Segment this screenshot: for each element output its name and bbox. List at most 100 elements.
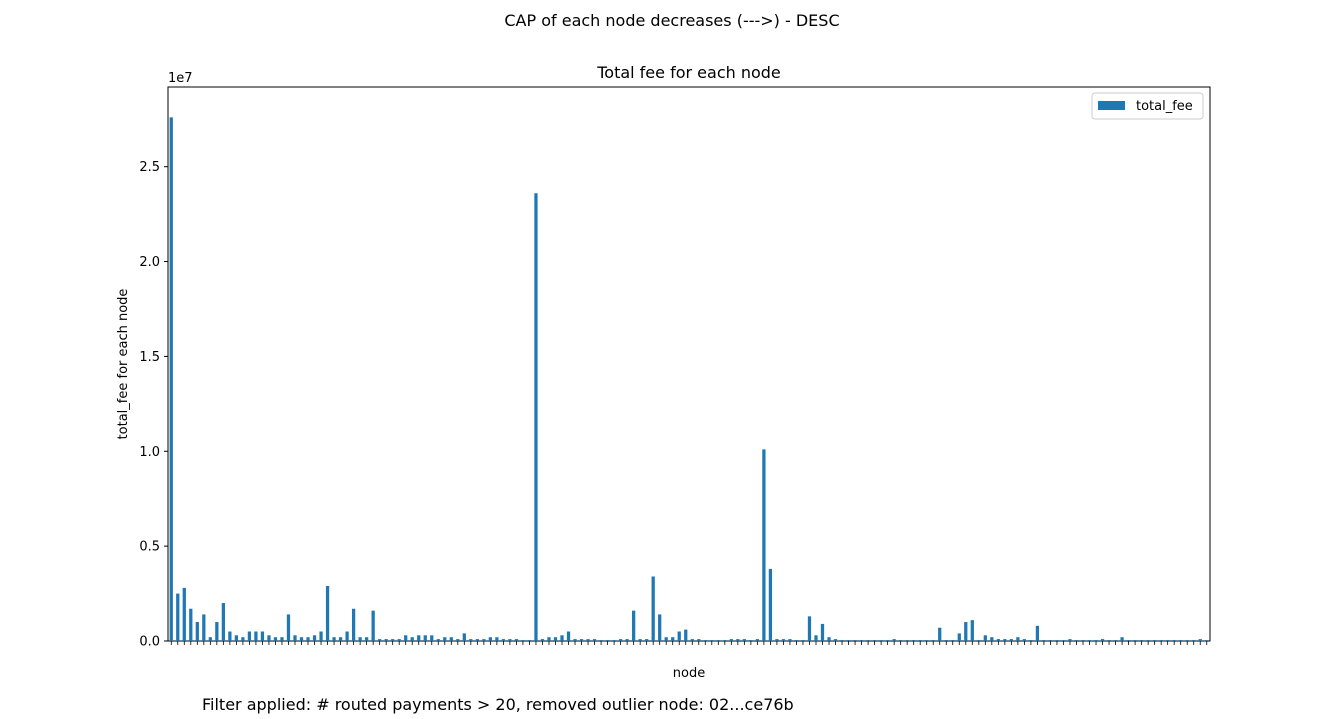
bar [241,637,245,641]
bar [182,587,186,641]
bar [899,640,903,641]
bar [970,620,974,641]
bar [338,637,343,641]
bar [514,639,519,641]
y-tick-label: 2.0 [139,255,160,270]
chart-title: Total fee for each node [596,63,781,82]
bar [605,640,610,641]
bar [846,640,851,641]
bar [202,614,206,641]
bar [215,622,219,641]
bar [801,640,805,641]
bar [391,639,395,641]
bar [456,639,460,641]
bar [501,639,506,641]
bar [325,585,330,641]
bar [579,639,584,641]
bar [293,635,297,641]
bar [1087,640,1092,641]
y-tick-label: 0.5 [139,540,160,555]
bar [1153,640,1157,641]
bar [1205,640,1209,641]
bar [527,640,532,641]
bar [540,639,545,641]
bar [1100,639,1105,641]
bar [1192,640,1196,641]
y-offset-label: 1e7 [168,71,193,86]
axes-frame [167,86,1211,642]
bar [436,639,440,641]
bar [716,640,720,641]
bar [365,637,369,641]
bar [423,635,427,641]
figure-suptitle: CAP of each node decreases (--->) - DESC [504,11,840,30]
x-axis-label: node [673,666,705,681]
bar [228,631,232,641]
bar [840,640,844,641]
bar [1133,640,1137,641]
bar [1074,640,1079,641]
bar [703,640,707,641]
bar [1113,640,1118,641]
bar [905,640,909,641]
bar [794,640,799,641]
y-tick-label: 1.5 [139,350,160,365]
bar [749,640,753,641]
bar [827,637,831,641]
bar [195,622,199,641]
bar [384,639,388,641]
legend-entry-total-fee: total_fee [1136,99,1193,114]
bar [410,637,414,641]
bar [781,639,786,641]
bar [892,639,896,641]
bar [260,631,265,641]
bar [677,631,681,641]
y-axis: 0.0 0.5 1.0 1.5 2.0 2.5 [139,160,168,650]
bar [1081,640,1085,641]
bar [592,639,597,641]
bar [872,640,877,641]
bar [697,639,701,641]
bar [742,639,746,641]
bar [345,631,349,641]
bar [378,639,382,641]
bar [443,637,447,641]
bar [1107,640,1111,641]
bar [638,639,642,641]
bar [807,616,812,641]
bar [573,639,577,641]
bar [286,614,291,641]
bar [534,193,538,641]
bar [729,639,733,641]
bar [1146,640,1150,641]
bar [495,637,499,641]
filter-footnote: Filter applied: # routed payments > 20, … [202,695,794,714]
bar [430,635,434,641]
bar [599,640,603,641]
bar [645,639,649,641]
bar [859,640,864,641]
bar [1185,640,1189,641]
bar [814,635,818,641]
bar [1172,640,1176,641]
bar [788,639,792,641]
bar [1042,640,1046,641]
bar [977,640,981,641]
bar [449,637,453,641]
bar [1009,639,1013,641]
bar [417,635,421,641]
legend: total_fee [1091,92,1204,120]
bar [886,640,890,641]
bar [1003,639,1007,641]
bar [1029,640,1033,641]
bar [632,610,636,641]
bar [651,576,655,641]
bar [1120,637,1124,641]
bar [586,639,590,641]
bar [612,640,616,641]
bar [762,449,766,641]
bar [723,640,727,641]
bar [1166,640,1170,641]
bar [938,627,942,641]
